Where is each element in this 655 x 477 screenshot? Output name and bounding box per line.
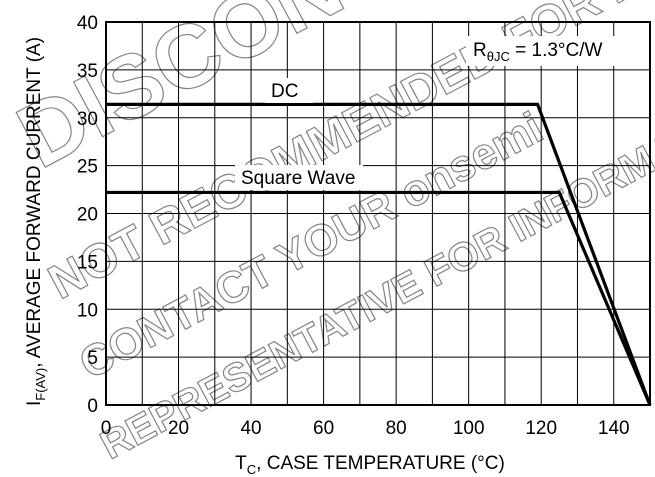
y-tick-label: 30 xyxy=(77,109,98,130)
x-tick-labels: 0 20 40 60 80 100 120 140 xyxy=(101,418,630,439)
series-group xyxy=(106,102,652,406)
x-tick-label: 100 xyxy=(453,418,485,439)
series-label-square-wave-bg xyxy=(235,165,363,190)
x-tick-label: 40 xyxy=(240,418,261,439)
series-line-0 xyxy=(106,102,652,406)
y-tick-labels: 0 5 10 15 20 25 30 35 40 xyxy=(77,13,98,417)
x-tick-label: 120 xyxy=(525,418,557,439)
x-tick-label: 20 xyxy=(168,418,189,439)
y-tick-label: 15 xyxy=(77,252,98,273)
annotation-rthetajc: RθJC = 1.3°C/W xyxy=(473,40,603,64)
y-tick-label: 25 xyxy=(77,157,98,178)
annotation-background xyxy=(466,36,644,66)
series-line-1 xyxy=(106,190,652,406)
y-tick-label: 35 xyxy=(77,61,98,82)
y-tick-label: 20 xyxy=(77,205,98,226)
x-tick-label: 80 xyxy=(386,418,407,439)
y-tick-label: 0 xyxy=(87,396,98,417)
series-label-square-wave: Square Wave xyxy=(241,168,355,189)
x-axis-title: TC, CASE TEMPERATURE (°C) xyxy=(235,453,505,477)
series-label-dc: DC xyxy=(271,81,298,102)
y-tick-label: 40 xyxy=(77,13,98,34)
plot-frame xyxy=(105,21,651,406)
y-axis-title: IF(AV), AVERAGE FORWARD CURRENT (A) xyxy=(24,37,48,406)
x-tick-label: 0 xyxy=(101,418,112,439)
x-tick-label: 60 xyxy=(313,418,334,439)
y-tick-label: 10 xyxy=(77,300,98,321)
series-label-dc-bg xyxy=(265,78,313,103)
x-tick-label: 140 xyxy=(598,418,630,439)
y-tick-label: 5 xyxy=(87,348,98,369)
